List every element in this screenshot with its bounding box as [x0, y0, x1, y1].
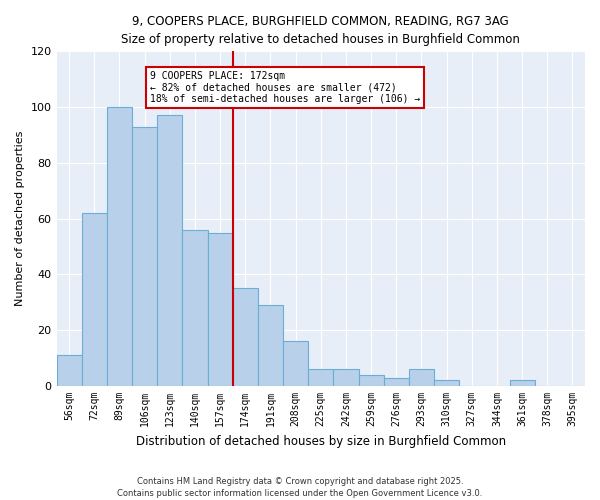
Bar [383, 378, 409, 386]
Y-axis label: Number of detached properties: Number of detached properties [15, 131, 25, 306]
Bar [82, 213, 107, 386]
Bar [258, 305, 283, 386]
Bar [359, 375, 383, 386]
Bar [434, 380, 459, 386]
X-axis label: Distribution of detached houses by size in Burghfield Common: Distribution of detached houses by size … [136, 434, 506, 448]
Text: 9 COOPERS PLACE: 172sqm
← 82% of detached houses are smaller (472)
18% of semi-d: 9 COOPERS PLACE: 172sqm ← 82% of detache… [149, 71, 420, 104]
Bar [334, 370, 359, 386]
Title: 9, COOPERS PLACE, BURGHFIELD COMMON, READING, RG7 3AG
Size of property relative : 9, COOPERS PLACE, BURGHFIELD COMMON, REA… [121, 15, 520, 46]
Bar [56, 356, 82, 386]
Bar [107, 107, 132, 386]
Bar [182, 230, 208, 386]
Bar [509, 380, 535, 386]
Bar [157, 116, 182, 386]
Bar [283, 342, 308, 386]
Bar [308, 370, 334, 386]
Bar [208, 232, 233, 386]
Bar [233, 288, 258, 386]
Text: Contains HM Land Registry data © Crown copyright and database right 2025.
Contai: Contains HM Land Registry data © Crown c… [118, 476, 482, 498]
Bar [132, 126, 157, 386]
Bar [409, 370, 434, 386]
